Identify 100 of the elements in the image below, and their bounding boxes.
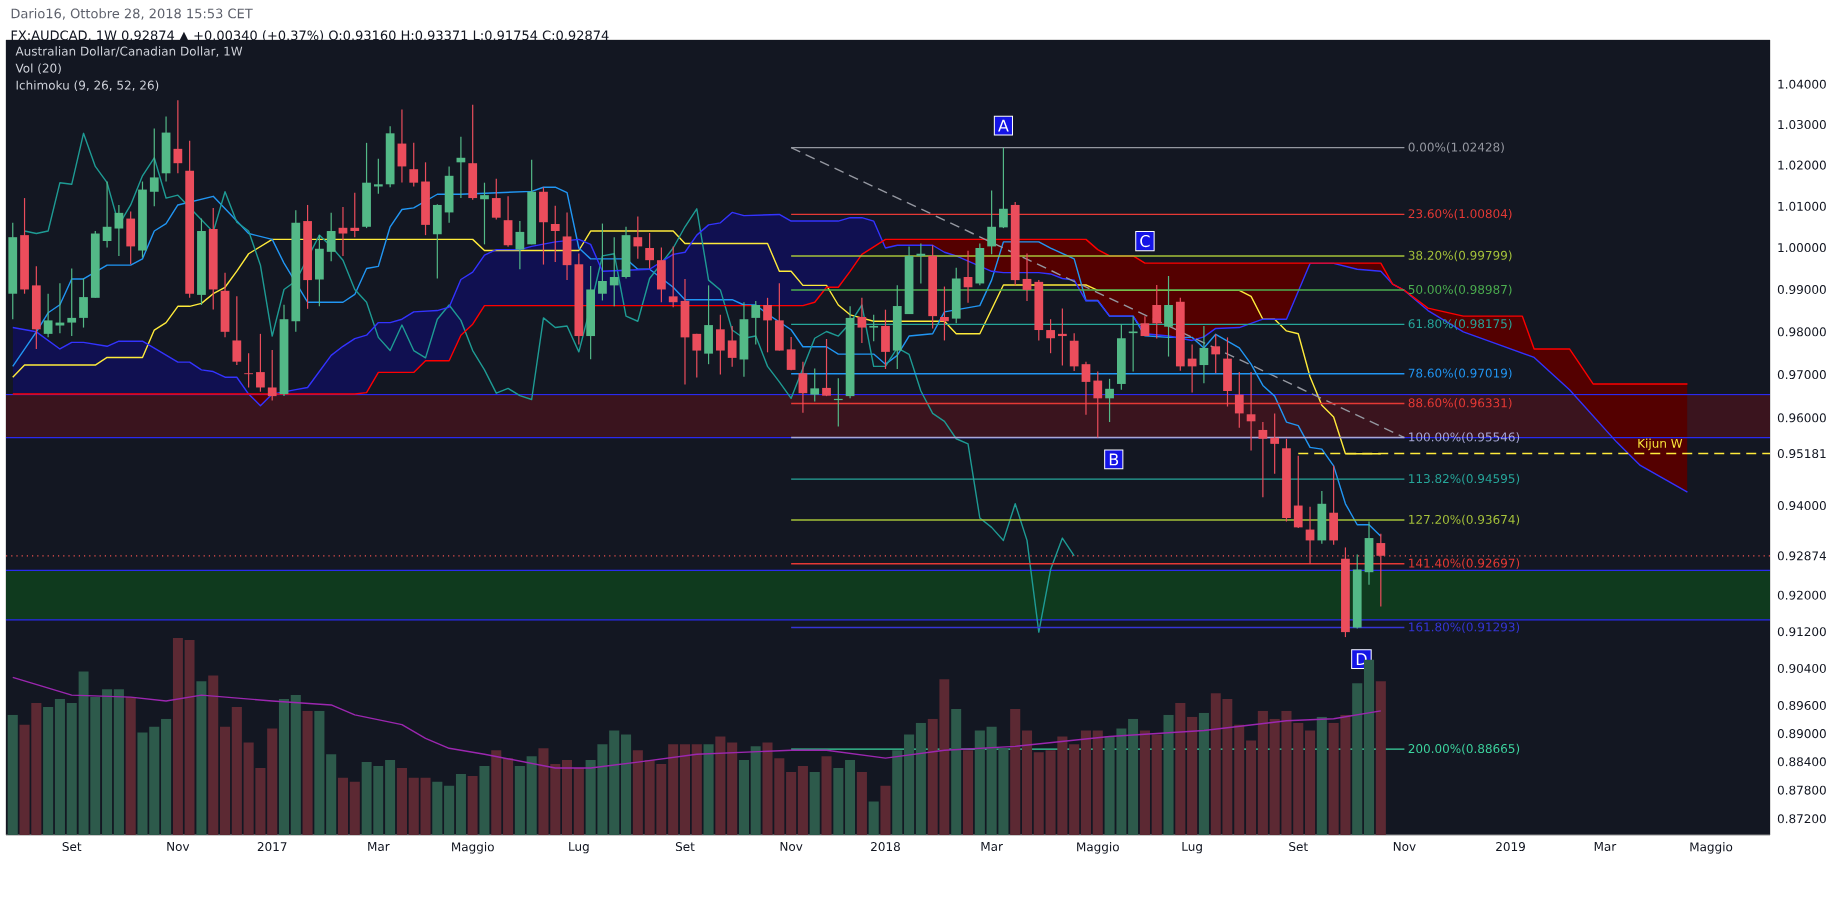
candlestick bbox=[1022, 252, 1032, 302]
candlestick bbox=[692, 333, 702, 379]
bar bbox=[432, 781, 443, 835]
candlestick bbox=[114, 204, 124, 257]
bar bbox=[514, 766, 525, 835]
bar bbox=[113, 689, 124, 835]
x-tick-label: 2019 bbox=[1496, 842, 1525, 852]
candlestick bbox=[1093, 370, 1103, 439]
bar bbox=[1104, 736, 1115, 835]
x-tick-label: Set bbox=[62, 842, 82, 852]
chart-title: Dario16, Ottobre 28, 2018 15:53 CET bbox=[11, 8, 253, 20]
candlestick bbox=[715, 314, 725, 376]
bar bbox=[337, 777, 349, 835]
bar bbox=[314, 710, 325, 835]
candlestick bbox=[999, 147, 1008, 229]
x-tick-label: 2018 bbox=[871, 842, 900, 852]
bar bbox=[538, 748, 549, 835]
candlestick bbox=[940, 285, 949, 342]
candlestick bbox=[645, 232, 654, 270]
bar bbox=[904, 734, 915, 835]
x-tick-label: Mar bbox=[981, 842, 1003, 851]
candlestick bbox=[916, 242, 926, 285]
bar bbox=[1305, 730, 1316, 835]
bar bbox=[208, 675, 219, 835]
x-tick-label: Nov bbox=[1393, 842, 1416, 851]
bar bbox=[1057, 736, 1068, 835]
bar bbox=[326, 754, 337, 835]
bar bbox=[1340, 714, 1351, 835]
series-label: 113.82%(0.94595) bbox=[1409, 473, 1520, 485]
y-tick-label: 0.92874 bbox=[1777, 551, 1827, 561]
series-label: Kijun W bbox=[1638, 438, 1683, 451]
bar bbox=[290, 695, 301, 835]
x-tick-label: Nov bbox=[167, 842, 190, 851]
bar bbox=[349, 781, 360, 835]
bar bbox=[1139, 730, 1150, 835]
bar bbox=[278, 699, 290, 835]
candlestick bbox=[1199, 325, 1209, 384]
bar bbox=[1198, 712, 1209, 835]
y-tick-label: 0.95181 bbox=[1777, 449, 1826, 459]
x-tick-label: Maggio bbox=[1690, 842, 1733, 854]
candlestick bbox=[609, 236, 619, 307]
x-tick-label: Set bbox=[675, 842, 695, 852]
bar bbox=[1234, 724, 1245, 835]
bar bbox=[1128, 718, 1139, 835]
candlestick bbox=[1376, 533, 1386, 608]
bar bbox=[715, 736, 726, 835]
candlestick bbox=[326, 212, 336, 262]
bar bbox=[951, 708, 962, 835]
annotation: Australian Dollar/Canadian Dollar, 1W bbox=[15, 46, 243, 57]
bar bbox=[1246, 740, 1257, 835]
candlestick bbox=[987, 189, 996, 255]
x-tick-label: 2017 bbox=[257, 842, 287, 852]
series-label: 50.00%(0.98987) bbox=[1408, 284, 1512, 296]
y-tick-label: 0.92000 bbox=[1777, 590, 1826, 600]
bar bbox=[562, 760, 573, 835]
candlestick bbox=[149, 127, 159, 207]
candlestick bbox=[598, 222, 607, 302]
bar bbox=[385, 760, 396, 835]
annotation: A bbox=[998, 119, 1009, 132]
candlestick bbox=[1258, 421, 1268, 498]
series-label: 88.60%(0.96331) bbox=[1408, 398, 1512, 409]
y-tick-label: 0.87800 bbox=[1777, 785, 1826, 795]
bar bbox=[632, 750, 643, 835]
x-tick-label: Nov bbox=[780, 842, 803, 851]
bar bbox=[738, 760, 750, 835]
candlestick bbox=[102, 180, 112, 249]
x-tick-label: Set bbox=[1289, 842, 1308, 852]
y-tick-label: 0.96000 bbox=[1777, 413, 1826, 423]
candlestick bbox=[232, 295, 242, 366]
bar bbox=[774, 758, 785, 835]
candlestick bbox=[1046, 318, 1055, 354]
bar bbox=[396, 768, 407, 835]
bar bbox=[691, 744, 702, 835]
candlestick bbox=[43, 293, 53, 338]
bar bbox=[845, 760, 856, 835]
bar bbox=[786, 771, 797, 835]
bar bbox=[102, 689, 113, 835]
series-label: 127.20%(0.93674) bbox=[1409, 514, 1520, 526]
y-tick-label: 0.98000 bbox=[1777, 327, 1826, 337]
candlestick bbox=[480, 182, 489, 245]
series-label: 141.40%(0.92697) bbox=[1409, 558, 1520, 570]
candlestick bbox=[1211, 333, 1221, 374]
candlestick bbox=[1164, 275, 1173, 358]
x-tick-label: Lug bbox=[1182, 842, 1202, 854]
y-tick-label: 0.99000 bbox=[1777, 284, 1826, 294]
bar bbox=[1352, 683, 1363, 835]
bar bbox=[125, 697, 136, 835]
candlestick bbox=[1152, 284, 1162, 340]
candlestick bbox=[1246, 371, 1256, 452]
bar bbox=[1080, 730, 1092, 835]
bar bbox=[479, 766, 490, 835]
bar bbox=[1021, 730, 1033, 835]
series-label: 38.20%(0.99799) bbox=[1408, 250, 1512, 262]
y-tick-label: 0.97000 bbox=[1777, 370, 1826, 380]
bar bbox=[821, 756, 832, 835]
candlestick bbox=[857, 297, 867, 344]
candlestick bbox=[1293, 455, 1303, 529]
candlestick bbox=[668, 245, 678, 308]
candlestick bbox=[1234, 371, 1244, 429]
bar bbox=[797, 766, 808, 835]
